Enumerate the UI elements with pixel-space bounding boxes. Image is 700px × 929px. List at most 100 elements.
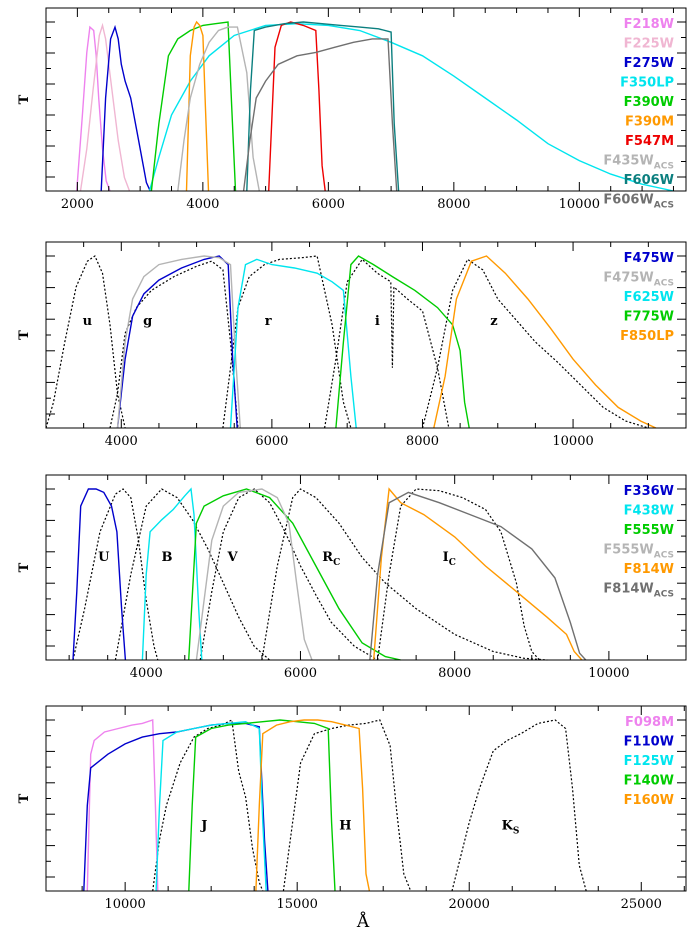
series-F140W [188, 719, 336, 892]
band-label-H: H [339, 818, 351, 833]
x-tick-label: 20000 [449, 897, 490, 912]
panel-1: 2000 4000 6000 8000 10000 T F218W F225W F275W F35… [17, 7, 687, 212]
x-tick-label: 25000 [621, 897, 662, 912]
band-label-z: z [490, 314, 497, 329]
series-F475W_ACS [116, 255, 241, 429]
legend-entry-F547M: F547M [625, 134, 674, 149]
series-F438W [141, 487, 203, 661]
legend-entry-F390M: F390M [625, 115, 674, 130]
x-tick-label: 4000 [105, 434, 138, 449]
legend-entry-F814W_ACS: F814WACS [603, 582, 674, 600]
plot-frame [45, 241, 687, 429]
series-J_2mass [152, 719, 264, 892]
series-F775W [335, 255, 470, 429]
legend-entry-F390W: F390W [624, 95, 674, 110]
y-axis-label: T [17, 330, 32, 340]
panel-3: 4000 6000 8000 10000 T F336W F438W F555W F555WAC… [17, 474, 687, 681]
legend-entry-F140W: F140W [624, 774, 674, 789]
legend-entry-F275W: F275W [624, 56, 674, 71]
series-B_bessell [114, 488, 270, 661]
x-tick-label: 4000 [186, 197, 219, 212]
band-label-IC: IC [443, 550, 456, 568]
series-F350LP [148, 22, 674, 192]
x-tick-label: 10000 [588, 666, 629, 681]
x-tick-label: 10000 [552, 434, 593, 449]
band-label-r: r [265, 314, 272, 329]
band-label-V: V [227, 550, 239, 565]
x-tick-label: 6000 [312, 197, 345, 212]
series-Ks_2mass [451, 719, 587, 892]
y-axis-label: T [17, 562, 32, 572]
plot-frame [45, 7, 687, 192]
x-tick-label: 4000 [130, 666, 163, 681]
legend-entry-F098M: F098M [625, 715, 674, 730]
legend-entry-F350LP: F350LP [620, 76, 674, 91]
x-tick-label: 8000 [437, 197, 470, 212]
series-g_sdss [109, 260, 239, 429]
series-F555W [188, 488, 401, 661]
series-F098M [86, 719, 159, 892]
band-label-g: g [143, 314, 152, 329]
series-F435W_ACS [177, 26, 260, 192]
legend-entry-F225W: F225W [624, 37, 674, 52]
x-tick-label: 15000 [277, 897, 318, 912]
legend-entry-F475W_ACS: F475WACS [603, 271, 674, 289]
band-label-U: U [98, 550, 110, 565]
x-tick-label: 2000 [61, 197, 94, 212]
legend-entry-F555W_ACS: F555WACS [603, 543, 674, 561]
series-z_sdss [421, 258, 649, 429]
x-tick-label: 10000 [559, 197, 600, 212]
y-axis-label: T [17, 94, 32, 104]
series-F390M [185, 20, 210, 192]
x-tick-label: 6000 [255, 434, 288, 449]
series-F475W [116, 255, 238, 429]
legend-entry-F775W: F775W [624, 310, 674, 325]
series-F850LP [433, 255, 657, 429]
series-F160W [255, 719, 371, 892]
band-label-KS: KS [502, 818, 520, 836]
legend-entry-F606W: F606W [624, 173, 674, 188]
series-F110W [83, 722, 269, 892]
series-H_2mass [282, 719, 412, 892]
series-F336W [72, 488, 127, 661]
legend-entry-F475W: F475W [624, 251, 674, 266]
band-label-RC: RC [322, 550, 340, 568]
series-F555W_ACS [195, 488, 313, 661]
series-U_bessell [72, 488, 159, 661]
legend-entry-F850LP: F850LP [620, 329, 674, 344]
x-tick-label: 8000 [438, 666, 471, 681]
series-u_sdss [45, 255, 126, 429]
legend-entry-F160W: F160W [624, 793, 674, 808]
series-i_sdss [324, 258, 450, 429]
band-label-B: B [162, 550, 173, 565]
legend-entry-F110W: F110W [624, 735, 674, 750]
series-Ic_bessell [377, 488, 540, 661]
band-label-i: i [375, 314, 380, 329]
series-F275W [100, 24, 151, 192]
legend-entry-F218W: F218W [624, 17, 674, 32]
legend-entry-F125W: F125W [624, 754, 674, 769]
legend-entry-F555W: F555W [624, 523, 674, 538]
legend-entry-F625W: F625W [624, 290, 674, 305]
series-F547M [268, 21, 326, 192]
series-F390W [150, 21, 237, 192]
x-tick-label: 10000 [104, 897, 145, 912]
series-F606W_ACS [242, 38, 398, 192]
y-axis-label: T [17, 793, 32, 803]
x-tick-label: 6000 [284, 666, 317, 681]
series-F225W [79, 22, 131, 192]
plot-frame [45, 474, 687, 661]
panel-4: 10000 15000 20000 25000 T Å F098M F110W F125W F14… [17, 705, 687, 929]
band-label-J: J [200, 818, 207, 833]
series-F606W [246, 21, 400, 192]
series-F125W [155, 720, 267, 892]
legend-entry-F814W: F814W [624, 562, 674, 577]
series-F625W [229, 258, 357, 429]
band-label-u: u [83, 314, 92, 329]
legend-entry-F438W: F438W [624, 504, 674, 519]
series-r_sdss [222, 255, 352, 429]
legend-entry-F435W_ACS: F435WACS [603, 154, 674, 172]
series-V_bessell [199, 488, 378, 661]
